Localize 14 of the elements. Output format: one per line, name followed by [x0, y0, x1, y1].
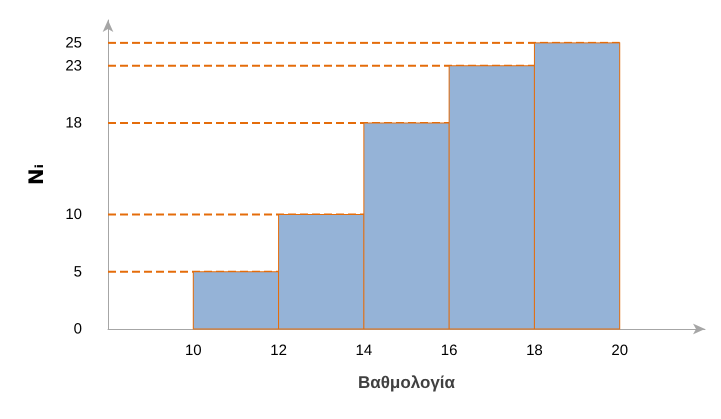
x-tick-label: 18: [526, 342, 543, 359]
x-tick-label: 20: [611, 342, 628, 359]
x-tick-label: 10: [184, 342, 202, 359]
y-tick-label: 10: [65, 206, 82, 224]
y-tick-label: 18: [65, 114, 82, 132]
y-axis-title: Nᵢ: [24, 164, 48, 186]
y-tick-label: 5: [74, 263, 82, 280]
x-axis-title: Βαθμολογία: [358, 373, 456, 392]
y-tick-label: 25: [65, 34, 82, 52]
x-tick-label: 14: [356, 342, 372, 359]
y-tick-label: 0: [74, 320, 82, 338]
x-tick-label: 12: [270, 342, 287, 359]
x-tick-label: 16: [440, 342, 458, 359]
y-tick-label: 23: [65, 57, 82, 74]
